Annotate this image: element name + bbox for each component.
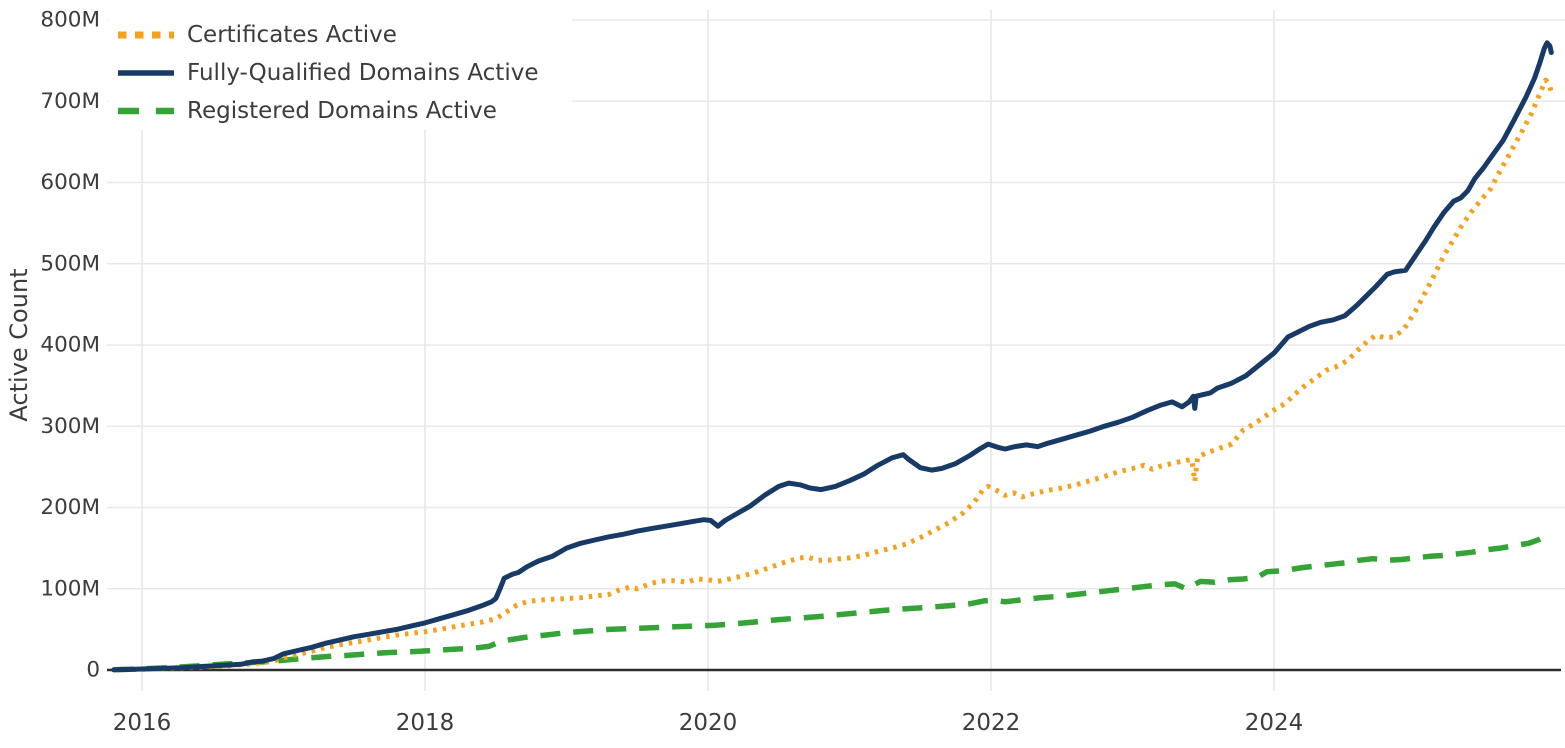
y-tick-label: 600M bbox=[40, 170, 100, 195]
legend-label-fully-qualified-domains-active: Fully-Qualified Domains Active bbox=[187, 60, 538, 86]
y-tick-label: 300M bbox=[40, 414, 100, 439]
series-line-registered-domains-active[interactable] bbox=[113, 531, 1553, 673]
legend-background bbox=[108, 8, 572, 130]
legend-label-registered-domains-active: Registered Domains Active bbox=[187, 98, 497, 124]
y-axis-title: Active Count bbox=[5, 268, 33, 421]
x-tick-label: 2022 bbox=[962, 710, 1021, 736]
legend-item-fully-qualified-domains-active[interactable]: Fully-Qualified Domains Active bbox=[118, 60, 538, 86]
legend: Certificates Active Fully-Qualified Domai… bbox=[108, 8, 572, 130]
series-line-fully-qualified-domains-active[interactable] bbox=[111, 40, 1554, 673]
y-tick-label: 500M bbox=[40, 251, 100, 276]
x-tick-label: 2016 bbox=[113, 710, 172, 736]
legend-item-certificates-active[interactable]: Certificates Active bbox=[118, 22, 397, 48]
x-tick-label: 2020 bbox=[679, 710, 738, 736]
legend-item-registered-domains-active[interactable]: Registered Domains Active bbox=[118, 98, 497, 124]
legend-label-certificates-active: Certificates Active bbox=[187, 22, 397, 48]
y-tick-label: 700M bbox=[40, 89, 100, 114]
x-tick-label: 2024 bbox=[1245, 710, 1304, 736]
y-tick-label: 800M bbox=[40, 8, 100, 33]
x-tick-label: 2018 bbox=[396, 710, 455, 736]
y-tick-label: 0 bbox=[86, 658, 100, 683]
y-tick-label: 200M bbox=[40, 495, 100, 520]
y-tick-label: 100M bbox=[40, 576, 100, 601]
series-line-certificates-active[interactable] bbox=[113, 77, 1554, 673]
y-tick-label: 400M bbox=[40, 333, 100, 358]
